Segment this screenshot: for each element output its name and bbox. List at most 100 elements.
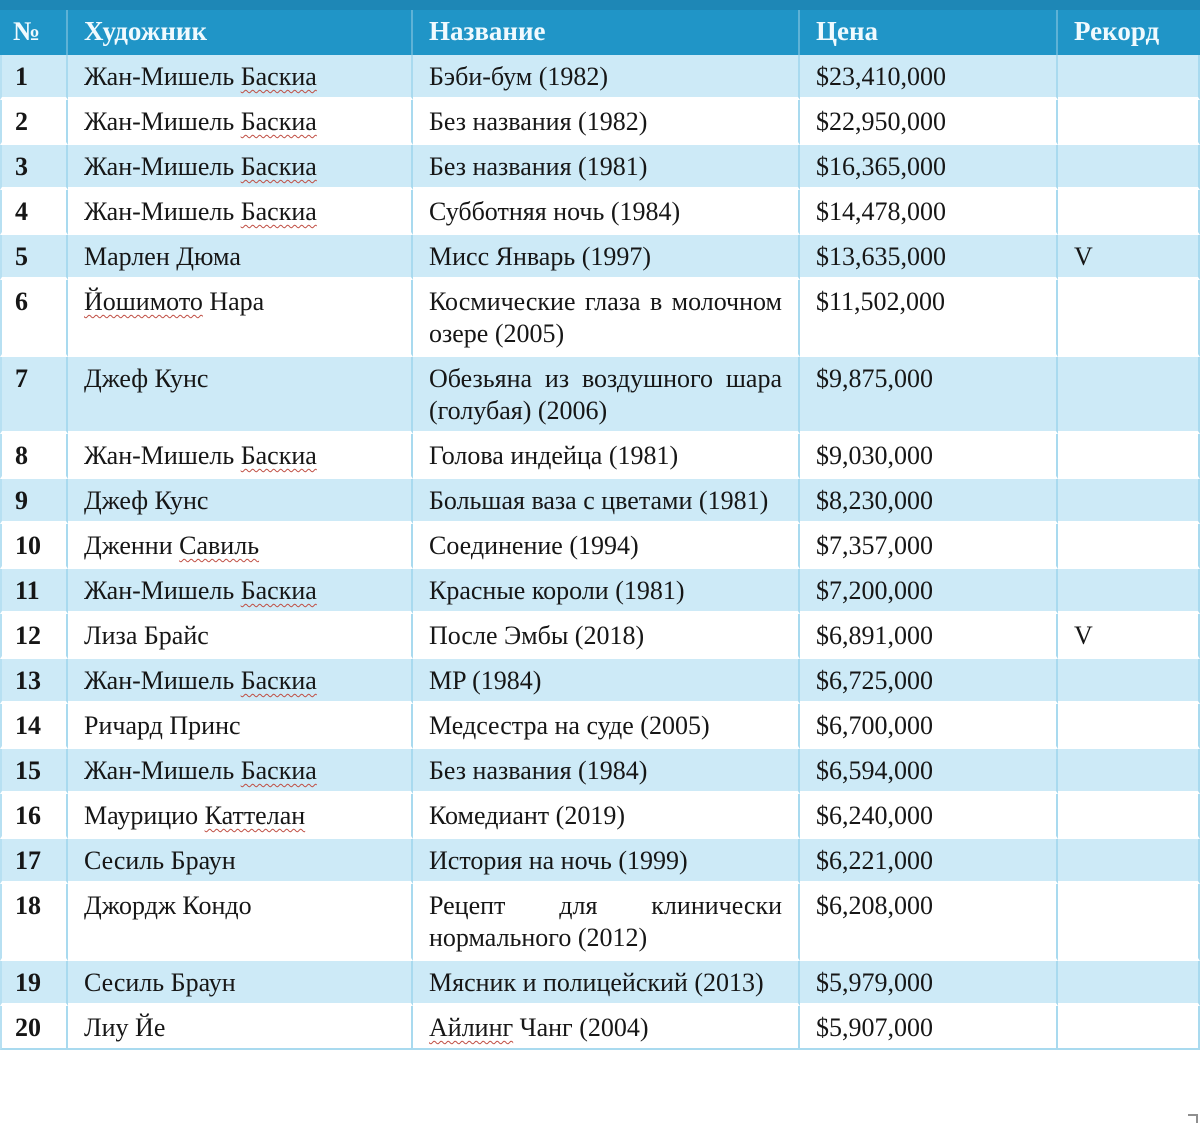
misspelled-text: Каттелан (204, 801, 306, 830)
title-cell: Мисс Январь (1997) (413, 235, 800, 280)
record-cell (1058, 100, 1200, 145)
price-cell: $6,700,000 (800, 704, 1058, 749)
text-segment: Субботняя ночь (1984) (429, 197, 681, 226)
price-cell: $9,030,000 (800, 434, 1058, 479)
artist-cell: Джеф Кунс (68, 357, 413, 434)
text-segment: Джеф Кунс (84, 364, 209, 393)
table-row: 19 Сесиль Браун Мясник и полицейский (2013… (0, 961, 1200, 1006)
text-segment: После Эмбы (2018) (429, 621, 645, 650)
text-segment: Чанг (2004) (513, 1013, 649, 1042)
artist-cell: Жан-Мишель Баскиа (68, 100, 413, 145)
price-cell: $9,875,000 (800, 357, 1058, 434)
text-segment: Лиу Йе (84, 1013, 166, 1042)
table-row: 14 Ричард Принс Медсестра на суде (2005) $6… (0, 704, 1200, 749)
price-cell: $6,240,000 (800, 794, 1058, 839)
row-number-cell: 18 (0, 884, 68, 961)
artist-cell: Жан-Мишель Баскиа (68, 434, 413, 479)
text-segment: Без названия (1981) (429, 152, 648, 181)
text-segment: Жан-Мишель (84, 62, 241, 91)
title-cell: Соединение (1994) (413, 524, 800, 569)
row-number-cell: 15 (0, 749, 68, 794)
text-segment: Жан-Мишель (84, 576, 241, 605)
table-row: 6 Йошимото Нара Космические глаза в молочн… (0, 280, 1200, 357)
record-cell (1058, 569, 1200, 614)
record-cell (1058, 479, 1200, 524)
text-segment: Ричард Принс (84, 711, 241, 740)
artist-cell: Сесиль Браун (68, 961, 413, 1006)
artist-cell: Марлен Дюма (68, 235, 413, 280)
title-cell: Без названия (1982) (413, 100, 800, 145)
artist-cell: Джеф Кунс (68, 479, 413, 524)
title-cell: Большая ваза с цветами (1981) (413, 479, 800, 524)
title-cell: Без названия (1981) (413, 145, 800, 190)
text-segment: Жан-Мишель (84, 666, 241, 695)
text-segment: Маурицио (84, 801, 205, 830)
text-segment: Жан-Мишель (84, 152, 241, 181)
table-row: 13 Жан-Мишель Баскиа MP (1984) $6,725,000 (0, 659, 1200, 704)
artist-cell: Ричард Принс (68, 704, 413, 749)
text-segment: Рецепт для клинически нормального (2012) (429, 891, 782, 952)
table-row: 11 Жан-Мишель Баскиа Красные короли (1981)… (0, 569, 1200, 614)
artist-cell: Маурицио Каттелан (68, 794, 413, 839)
title-cell: Айлинг Чанг (2004) (413, 1006, 800, 1050)
artist-cell: Лиу Йе (68, 1006, 413, 1050)
table-row: 2 Жан-Мишель Баскиа Без названия (1982) $22… (0, 100, 1200, 145)
title-cell: Обезьяна из воздушного шара (голубая) (2… (413, 357, 800, 434)
record-cell (1058, 794, 1200, 839)
artist-cell: Жан-Мишель Баскиа (68, 569, 413, 614)
price-cell: $16,365,000 (800, 145, 1058, 190)
artist-cell: Лиза Брайс (68, 614, 413, 659)
text-segment: Комедиант (2019) (429, 801, 625, 830)
text-segment: Большая ваза с цветами (1981) (429, 486, 769, 515)
record-cell (1058, 749, 1200, 794)
text-segment: Марлен Дюма (84, 242, 241, 271)
table-top-accent-bar (0, 0, 1200, 10)
misspelled-text: Баскиа (240, 62, 317, 91)
column-header-artist: Художник (68, 10, 413, 55)
title-cell: Космические глаза в молочном озере (2005… (413, 280, 800, 357)
misspelled-text: Баскиа (240, 107, 317, 136)
misspelled-text: Баскиа (240, 197, 317, 226)
text-segment: Обезьяна из воздушного шара (голубая) (2… (429, 364, 782, 425)
price-cell: $11,502,000 (800, 280, 1058, 357)
row-number-cell: 13 (0, 659, 68, 704)
artist-cell: Сесиль Браун (68, 839, 413, 884)
text-segment: Нара (202, 287, 265, 316)
price-cell: $23,410,000 (800, 55, 1058, 100)
text-segment: Без названия (1984) (429, 756, 648, 785)
table-resize-handle[interactable] (1188, 1114, 1198, 1123)
price-cell: $5,979,000 (800, 961, 1058, 1006)
column-header-num: № (0, 10, 68, 55)
record-cell (1058, 704, 1200, 749)
text-segment: Сесиль Браун (84, 968, 236, 997)
text-segment: Жан-Мишель (84, 107, 241, 136)
row-number-cell: 8 (0, 434, 68, 479)
text-segment: Жан-Мишель (84, 756, 241, 785)
table-row: 3 Жан-Мишель Баскиа Без названия (1981) $16… (0, 145, 1200, 190)
table-row: 16 Маурицио Каттелан Комедиант (2019) $6,24… (0, 794, 1200, 839)
text-segment: Космические глаза в молочном озере (2005… (429, 287, 782, 348)
row-number-cell: 1 (0, 55, 68, 100)
price-cell: $22,950,000 (800, 100, 1058, 145)
text-segment: Жан-Мишель (84, 197, 241, 226)
text-segment: Соединение (1994) (429, 531, 639, 560)
row-number-cell: 4 (0, 190, 68, 235)
text-segment: Джеф Кунс (84, 486, 209, 515)
table-row: 4 Жан-Мишель Баскиа Субботняя ночь (1984) $… (0, 190, 1200, 235)
text-segment: Сесиль Браун (84, 846, 236, 875)
title-cell: История на ночь (1999) (413, 839, 800, 884)
row-number-cell: 16 (0, 794, 68, 839)
table-row: 15 Жан-Мишель Баскиа Без названия (1984) $6… (0, 749, 1200, 794)
record-cell (1058, 1006, 1200, 1050)
text-segment: История на ночь (1999) (429, 846, 688, 875)
text-segment: Лиза Брайс (84, 621, 209, 650)
misspelled-text: Баскиа (240, 666, 317, 695)
text-segment: Красные короли (1981) (429, 576, 685, 605)
price-cell: $6,208,000 (800, 884, 1058, 961)
title-cell: Медсестра на суде (2005) (413, 704, 800, 749)
title-cell: MP (1984) (413, 659, 800, 704)
record-cell (1058, 524, 1200, 569)
misspelled-text: Йошимото (84, 287, 203, 316)
table-row: 1 Жан-Мишель Баскиа Бэби-бум (1982) $23,410… (0, 55, 1200, 100)
price-cell: $6,594,000 (800, 749, 1058, 794)
